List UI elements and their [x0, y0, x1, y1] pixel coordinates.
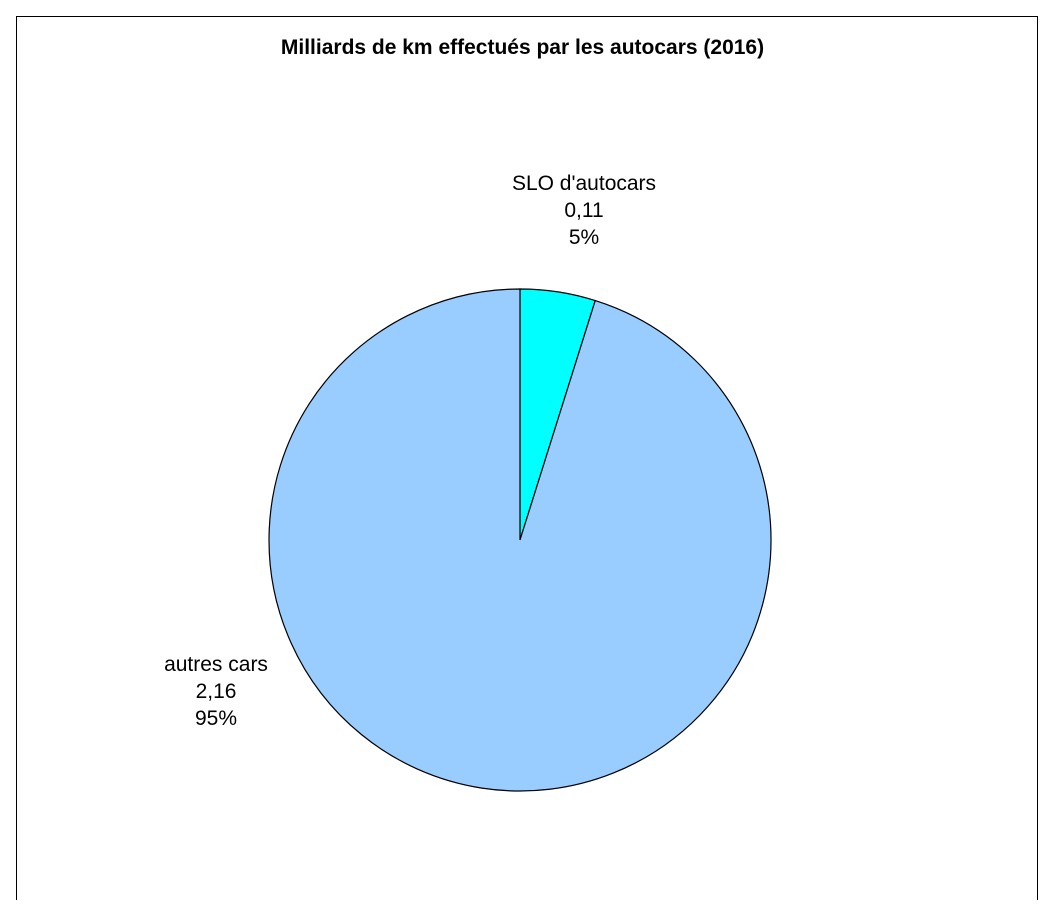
- pie-slice-autres-cars: [268, 288, 772, 792]
- slice-label-value: 2,16: [196, 680, 237, 703]
- slice-label-name: SLO d'autocars: [512, 172, 656, 195]
- slice-label-percent: 5%: [569, 226, 599, 249]
- slice-label-name: autres cars: [164, 653, 268, 676]
- chart-title: Milliards de km effectués par les autoca…: [280, 36, 765, 59]
- pie-labels: SLO d'autocars 0,11 5% autres cars 2,16 95%: [164, 172, 656, 730]
- pie-slices: [268, 288, 772, 792]
- slice-label-percent: 95%: [195, 707, 237, 730]
- slice-label-value: 0,11: [564, 199, 603, 222]
